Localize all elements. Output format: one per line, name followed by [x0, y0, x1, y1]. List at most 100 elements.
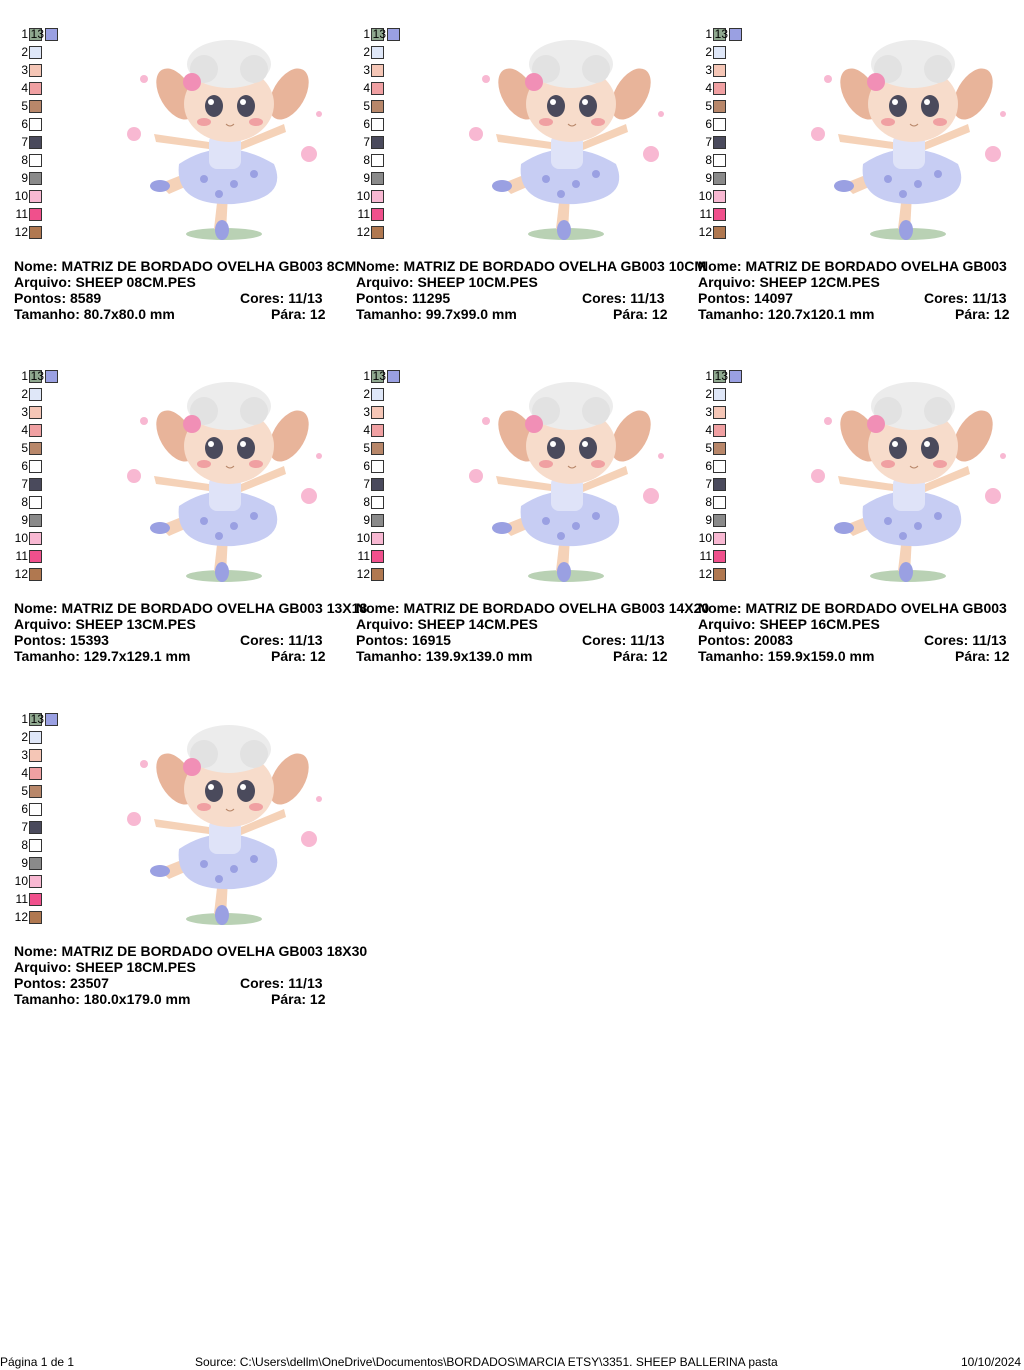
color-count-value: 11/13: [288, 975, 323, 991]
color-swatch: [713, 154, 726, 167]
file-name-label: Arquivo:: [14, 616, 72, 632]
design-preview: [798, 34, 1018, 249]
color-swatch: [371, 496, 384, 509]
color-count-label: Cores:: [582, 632, 627, 648]
swatch-number: 10: [698, 189, 712, 203]
swatch-number: 2: [705, 387, 712, 401]
swatch-number: 11: [357, 207, 370, 221]
color-swatch: [371, 514, 384, 527]
color-swatch: [713, 82, 726, 95]
color-swatch: [45, 713, 58, 726]
swatch-number: 6: [21, 802, 28, 816]
color-swatch: [371, 532, 384, 545]
color-swatch: [713, 496, 726, 509]
design-name: Nome: MATRIZ DE BORDADO OVELHA GB003 13X…: [14, 600, 367, 616]
color-swatch: [29, 82, 42, 95]
swatch-number: 9: [705, 513, 712, 527]
color-swatch: [371, 424, 384, 437]
print-date: 10/10/2024: [961, 1355, 1022, 1369]
color-swatch: [729, 28, 742, 41]
design-size-label: Tamanho:: [14, 648, 80, 664]
design-card: 1 2 3 4 5 6 7 8 9 10 11 12 13 Nome: MATRIZ DE BORDADO…: [698, 368, 1024, 668]
swatch-number: 8: [705, 153, 712, 167]
design-size-label: Tamanho:: [14, 991, 80, 1007]
stop-count-label: Pára:: [271, 991, 307, 1007]
design-size: Tamanho: 139.9x139.0 mm: [356, 648, 532, 664]
swatch-number: 12: [14, 910, 28, 924]
color-swatch: [371, 28, 384, 41]
swatch-number: 4: [705, 423, 712, 437]
design-size-value: 159.9x159.0 mm: [767, 648, 875, 664]
swatch-number: 11: [699, 549, 712, 563]
swatch-number: 5: [21, 441, 28, 455]
stitch-count-value: 11295: [412, 290, 451, 306]
swatch-number: 5: [21, 784, 28, 798]
swatch-number: 3: [21, 63, 28, 77]
color-swatch: [713, 532, 726, 545]
color-count: Cores: 11/13: [240, 290, 323, 306]
color-swatch: [29, 28, 42, 41]
swatch-number: 6: [705, 117, 712, 131]
design-size: Tamanho: 129.7x129.1 mm: [14, 648, 190, 664]
color-count-label: Cores:: [240, 632, 285, 648]
swatch-number: 5: [705, 99, 712, 113]
file-name-value: SHEEP 08CM.PES: [75, 274, 196, 290]
color-swatch: [713, 100, 726, 113]
swatch-number: 2: [21, 730, 28, 744]
color-count: Cores: 11/13: [240, 975, 323, 991]
swatch-number: 9: [363, 513, 370, 527]
swatch-number: 12: [14, 225, 28, 239]
design-size: Tamanho: 99.7x99.0 mm: [356, 306, 517, 322]
stop-count-label: Pára:: [271, 648, 307, 664]
color-count-label: Cores:: [582, 290, 627, 306]
color-swatch: [713, 136, 726, 149]
design-card: 1 2 3 4 5 6 7 8 9 10 11 12 13 Nome: MATRIZ DE BORDADO…: [14, 368, 367, 668]
design-name-value: MATRIZ DE BORDADO OVELHA GB003 10CM: [403, 258, 707, 274]
sheep-image: [114, 719, 334, 934]
design-card: 1 2 3 4 5 6 7 8 9 10 11 12 13 Nome: MATRIZ DE BORDADO…: [698, 26, 1024, 326]
design-preview: [114, 376, 334, 591]
swatch-number: 8: [363, 495, 370, 509]
swatch-number: 8: [705, 495, 712, 509]
color-count: Cores: 11/13: [924, 632, 1007, 648]
swatch-number: 8: [363, 153, 370, 167]
color-swatch: [713, 406, 726, 419]
stop-count-value: 12: [651, 648, 668, 664]
color-swatch: [29, 172, 42, 185]
color-swatch: [371, 82, 384, 95]
swatch-number: 10: [14, 874, 28, 888]
swatch-number: 10: [698, 531, 712, 545]
stop-count-value: 12: [309, 306, 326, 322]
color-swatch: [713, 172, 726, 185]
color-swatch: [371, 226, 384, 239]
stop-count-value: 12: [309, 991, 326, 1007]
stop-count-label: Pára:: [955, 306, 991, 322]
color-swatch: [371, 172, 384, 185]
stop-count: Pára: 12: [955, 306, 1010, 322]
color-swatch: [713, 118, 726, 131]
color-swatch: [371, 100, 384, 113]
swatch-number: 4: [21, 81, 28, 95]
color-swatch: [371, 568, 384, 581]
stitch-count-label: Pontos:: [356, 632, 409, 648]
color-swatch: [371, 136, 384, 149]
file-name-label: Arquivo:: [698, 274, 756, 290]
color-swatch: [371, 388, 384, 401]
swatch-number: 8: [21, 153, 28, 167]
stitch-count: Pontos: 14097: [698, 290, 793, 306]
swatch-number: 7: [705, 135, 712, 149]
stitch-count-value: 14097: [754, 290, 793, 306]
color-swatch: [371, 460, 384, 473]
swatch-number: 2: [705, 45, 712, 59]
design-name-value: MATRIZ DE BORDADO OVELHA GB003: [745, 600, 1007, 616]
stitch-count-label: Pontos:: [14, 290, 67, 306]
color-swatch: [29, 857, 42, 870]
design-name: Nome: MATRIZ DE BORDADO OVELHA GB003 14X…: [356, 600, 709, 616]
design-card: 1 2 3 4 5 6 7 8 9 10 11 12 13 Nome: MATRIZ DE BORDADO…: [14, 711, 367, 1011]
swatch-number: 1: [21, 369, 28, 383]
swatch-number: 1: [705, 27, 712, 41]
swatch-number: 3: [363, 405, 370, 419]
color-swatch: [713, 388, 726, 401]
color-swatch: [29, 478, 42, 491]
